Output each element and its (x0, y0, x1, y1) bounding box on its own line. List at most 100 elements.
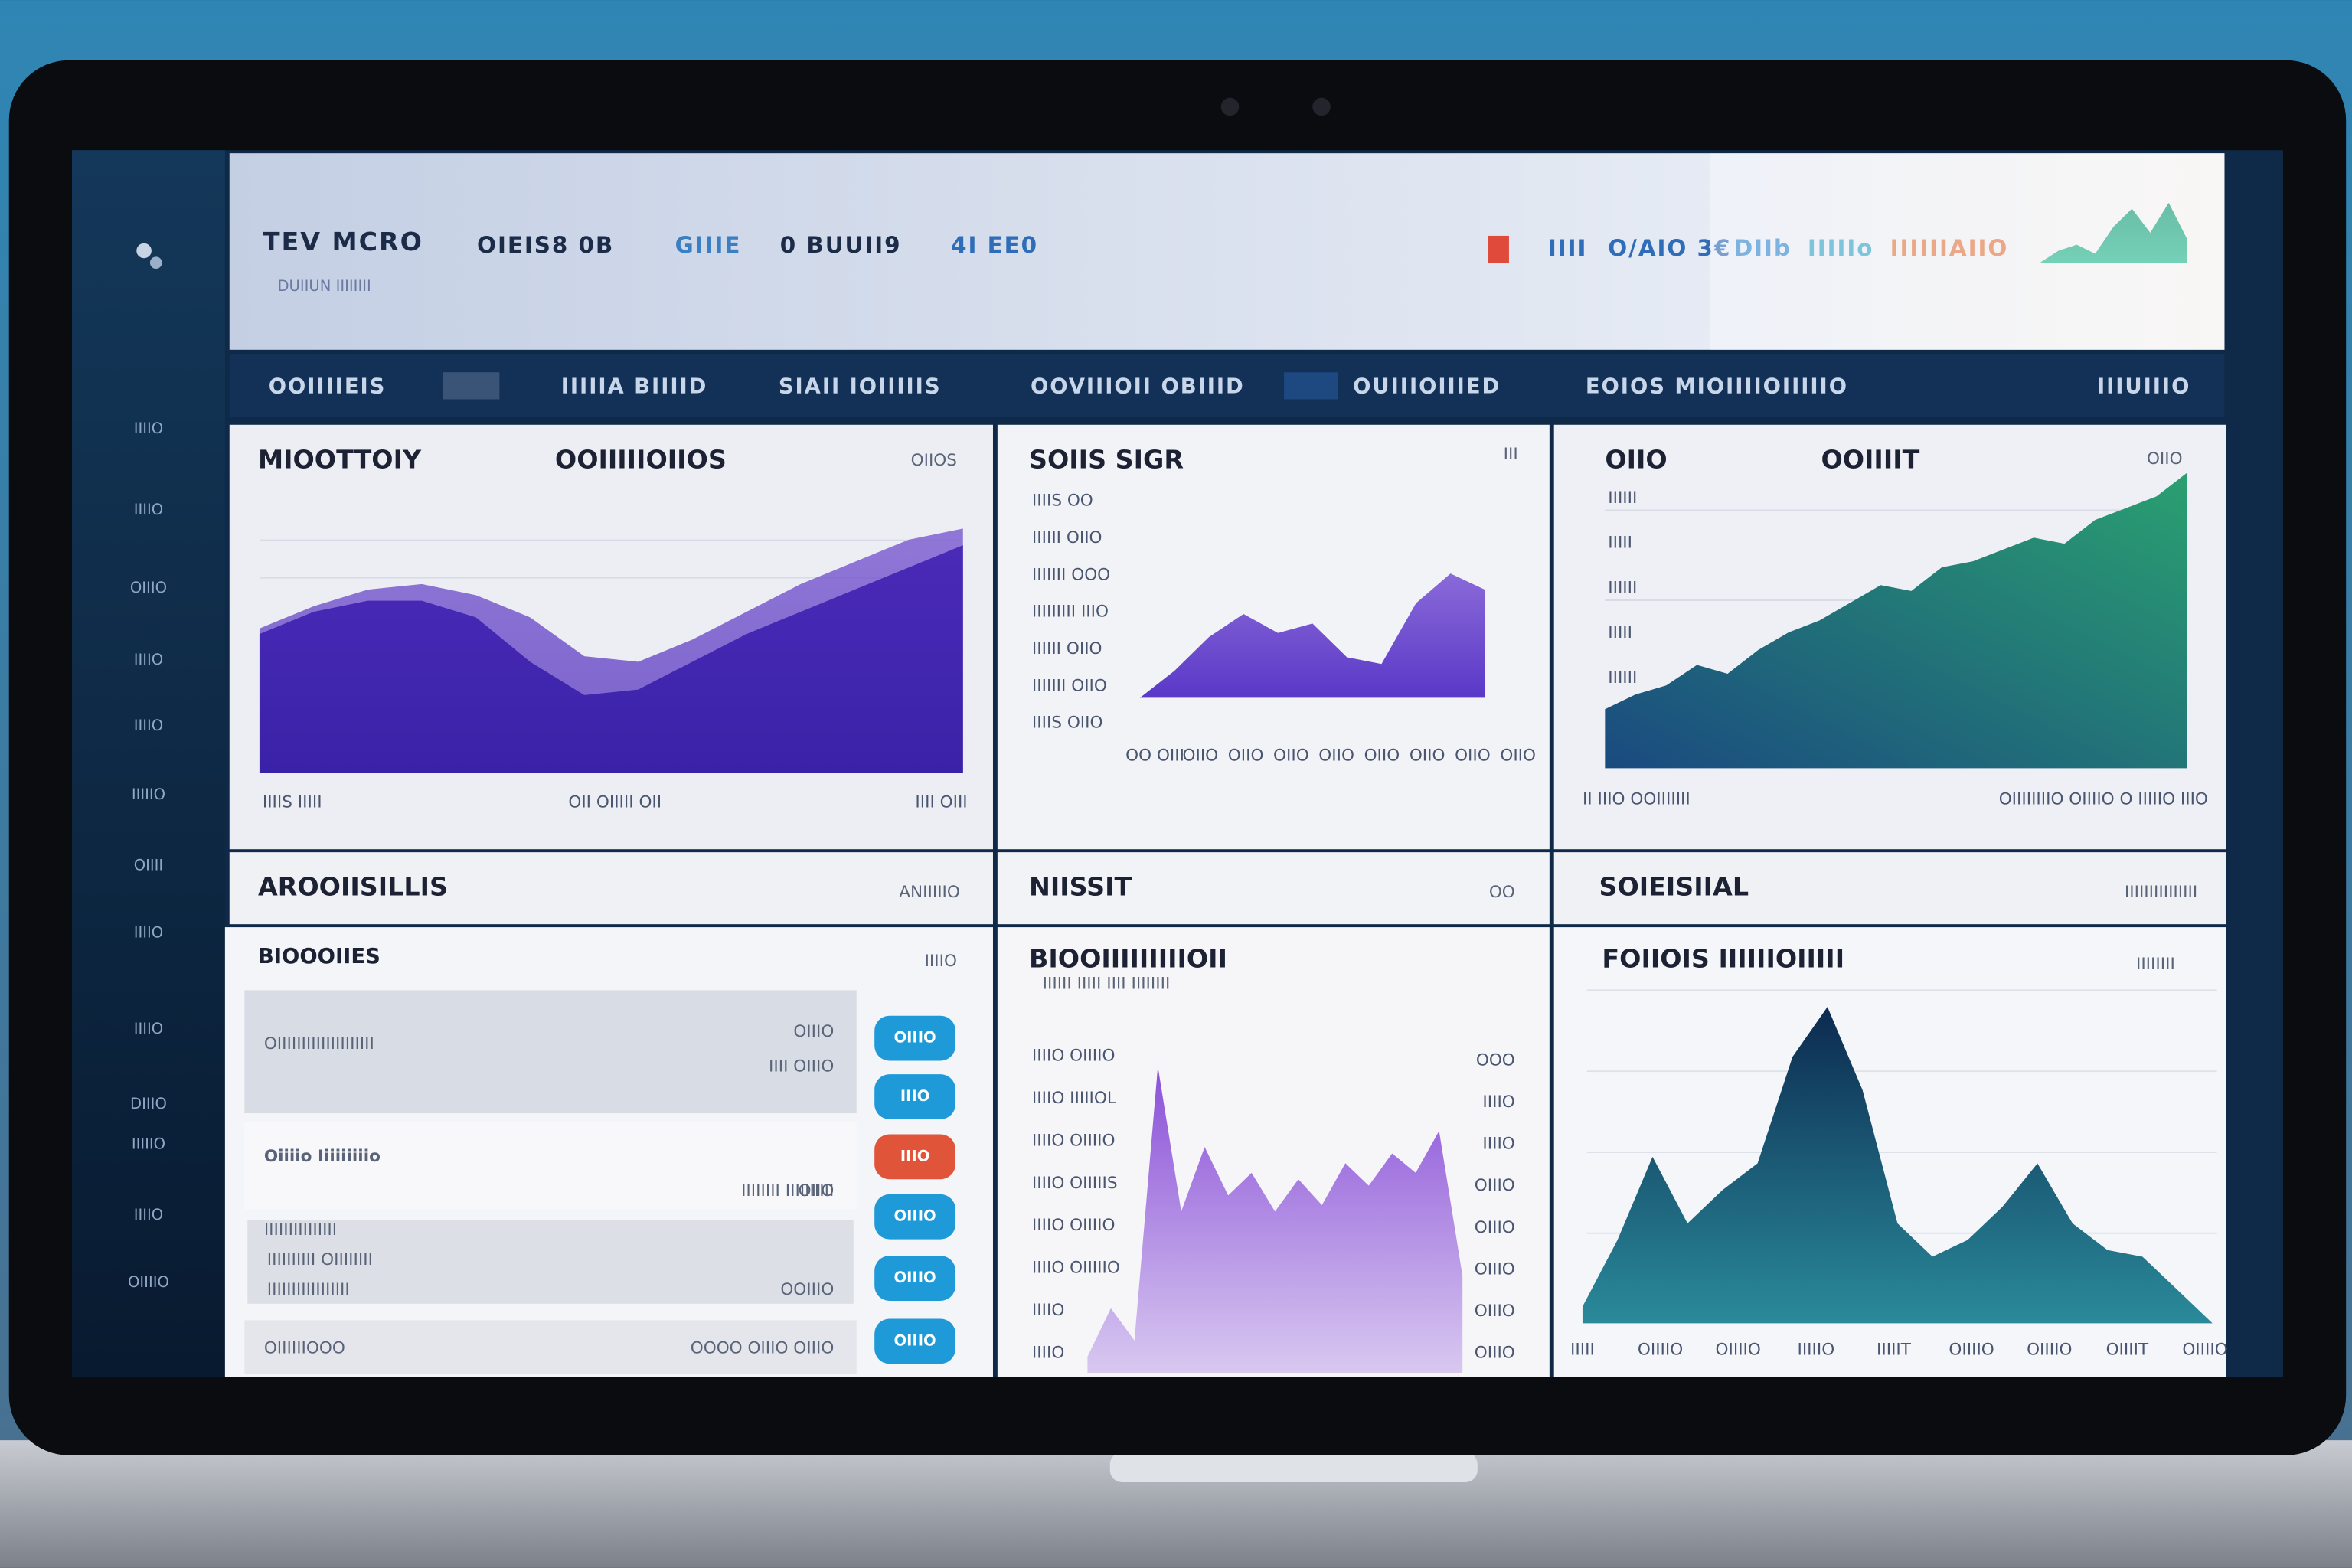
tab[interactable]: IIIUIIIO (2097, 374, 2190, 398)
list-title: IIIIIIIIIIIIIII (264, 1220, 337, 1240)
tab[interactable]: EOIOS MIOIIIIOIIIIIO (1586, 374, 1848, 398)
button-label[interactable]: OIIIO (894, 1269, 936, 1286)
sidebar-item[interactable]: IIIIO (134, 717, 164, 734)
sidebar-item[interactable]: OIIIO (130, 579, 167, 596)
nav-link[interactable]: OIEIS8 0B (477, 232, 614, 258)
button-label[interactable]: IIIO (900, 1147, 930, 1165)
button[interactable] (874, 1194, 956, 1240)
x-axis-label: OIIIIO (2182, 1341, 2227, 1360)
list-title: Oiiiio Iiiiiiiiio (264, 1147, 381, 1166)
x-axis-label: II IIIO OOIIIIIII (1583, 790, 1690, 809)
panel-title: AROOIISILLIS (258, 872, 448, 902)
y-axis-label: IIIIII OIIO (1032, 528, 1102, 547)
y-axis-label: IIIIS OO (1032, 492, 1093, 511)
header-subtitle: DUIIUN IIIIIIII (277, 277, 371, 295)
panel-title: SOIEISIIAL (1599, 872, 1749, 902)
x-axis-label: OIIIIO (2027, 1341, 2072, 1360)
camera (1312, 97, 1331, 116)
button-label[interactable]: IIIO (900, 1087, 930, 1105)
button[interactable] (874, 1074, 956, 1119)
button-label[interactable]: OIIIO (894, 1029, 936, 1047)
header-link[interactable]: IIIIIIAIIO (1890, 235, 2009, 261)
sidebar-item[interactable]: OIIII (134, 856, 164, 874)
y-axis-label: IIIIO (1032, 1344, 1064, 1363)
tab[interactable]: SIAII IOIIIIIS (779, 374, 942, 398)
button[interactable] (874, 1015, 956, 1061)
list-detail: IIIIIIIIII OIIIIIIII (267, 1250, 373, 1269)
sidebar-item[interactable]: IIIIIO (132, 1135, 165, 1153)
sidebar-item[interactable]: IIIIO (134, 501, 164, 518)
x-axis-label: OIIIIO (1638, 1341, 1683, 1360)
x-axis-label: OIIIIO (1949, 1341, 1994, 1360)
chart-heading: IIIIII IIIII IIII IIIIIIII (1043, 975, 1171, 994)
tab[interactable]: OOVIIIOII OBIIID (1031, 374, 1245, 398)
y-axis-label: OOO (1476, 1050, 1515, 1070)
laptop-notch (1109, 1452, 1478, 1482)
tab-bar (229, 354, 2225, 417)
button-label[interactable]: OIIIO (894, 1207, 936, 1225)
x-axis-label: OIIO (1183, 746, 1219, 766)
list-detail: OOIIIO (780, 1280, 834, 1299)
tab[interactable]: OUIIIOIIIED (1353, 374, 1501, 398)
sidebar-item[interactable]: IIIIO (134, 923, 164, 941)
list-row (244, 1122, 857, 1210)
tab[interactable]: OOIIIIEIS (269, 374, 387, 398)
sidebar-item[interactable]: IIIIO (134, 1206, 164, 1223)
chart-heading: OOIIIIIOIIOS (555, 444, 727, 474)
camera (1220, 97, 1240, 116)
nav-link[interactable]: 4I EE0 (951, 232, 1038, 258)
sidebar-item[interactable]: DIIIO (130, 1095, 167, 1112)
panel-subtitle: BIOOOIIES (258, 945, 381, 969)
x-axis-label: OIIIIO (1716, 1341, 1761, 1360)
header-link[interactable]: DIIb (1734, 235, 1792, 261)
panel-title: NIISSIT (1029, 872, 1132, 902)
area (1139, 573, 1485, 698)
sidebar-item[interactable]: IIIIIO (132, 786, 165, 803)
sidebar-item[interactable]: IIIIO (134, 651, 164, 668)
header-link[interactable]: IIIIIo (1808, 235, 1874, 261)
list-row (244, 990, 857, 1114)
area (1582, 1007, 2213, 1324)
logo (149, 256, 162, 270)
y-axis-label: IIIIIII OIIO (1032, 676, 1107, 695)
sidebar-item[interactable]: IIIIO (134, 1020, 164, 1037)
y-axis-label: IIIIII (1608, 578, 1637, 597)
button[interactable] (874, 1256, 956, 1301)
tab[interactable]: IIIIIA BIIIID (561, 374, 708, 398)
x-axis-label: OIIIIIIIIO OIIIIO O IIIIIO IIIO (1999, 790, 2208, 809)
chart-heading: III (1504, 445, 1518, 464)
chart-title: BIOOIIIIIIIIIOII (1029, 944, 1227, 974)
y-axis-label: IIIII (1608, 534, 1632, 553)
y-axis-label: IIIIIII OOO (1032, 565, 1110, 584)
sidebar-item[interactable]: IIIIO (134, 420, 164, 437)
y-axis-label: IIIIO (1032, 1301, 1064, 1320)
x-axis-label: IIIIIT (1877, 1341, 1912, 1360)
x-axis-label: OIIO (1364, 746, 1400, 766)
header-title: TEV MCRO (263, 227, 423, 256)
panel-header (229, 852, 993, 925)
x-axis-label: OIIO (1273, 746, 1309, 766)
sidebar-item[interactable]: OIIIIO (128, 1273, 169, 1291)
button-label[interactable]: OIIIO (894, 1331, 936, 1349)
y-axis-label: OIIIO (1475, 1176, 1515, 1195)
header-link[interactable]: O/AIO 3€ (1608, 235, 1731, 261)
button[interactable] (874, 1318, 956, 1364)
x-axis-label: OIIO (1500, 746, 1536, 766)
y-axis-label: IIIIII (1608, 488, 1637, 508)
sidebar (72, 150, 225, 1377)
chart-heading: OOIIIIT (1821, 444, 1919, 474)
y-axis-label: IIIII (1608, 623, 1632, 642)
chart-heading: OIIOS (911, 451, 957, 470)
x-axis-label: IIIII (1570, 1341, 1595, 1360)
y-axis-label: OIIIO (1475, 1302, 1515, 1321)
y-axis-label: IIIIIIIII IIIO (1032, 603, 1109, 622)
y-axis-label: OIIIO (1475, 1218, 1515, 1237)
y-axis-label: IIIIII OIIO (1032, 639, 1102, 658)
nav-link[interactable]: 0 BUUII9 (780, 232, 902, 258)
button[interactable] (874, 1134, 956, 1180)
x-axis-label: OIIO (1455, 746, 1491, 766)
y-axis-label: OIIIO (1475, 1259, 1515, 1279)
header-link[interactable]: IIII (1548, 235, 1588, 261)
nav-link[interactable]: GIIIE (675, 232, 742, 258)
